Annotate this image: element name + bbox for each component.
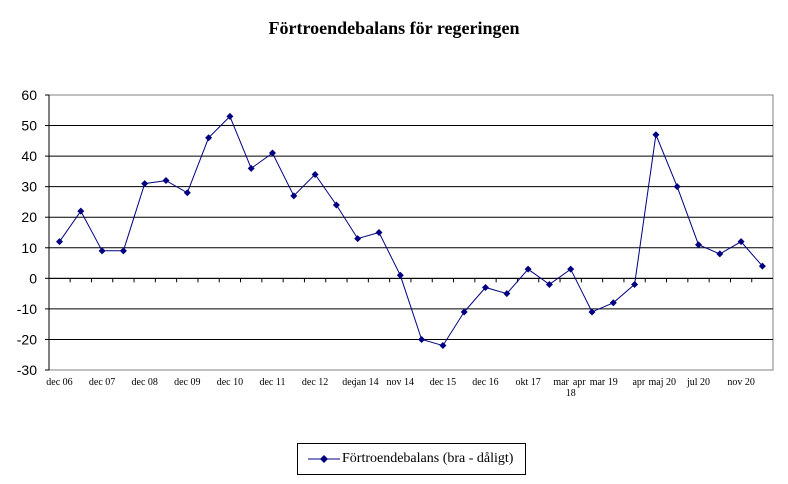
data-point — [141, 180, 149, 188]
x-tick-label: dec 09 — [174, 377, 200, 388]
data-point — [439, 342, 447, 350]
x-tick-label: dec 15 — [430, 377, 456, 388]
x-tick-label: jan 14 — [353, 377, 379, 388]
y-tick-label: -30 — [17, 362, 37, 378]
x-tick-label: apr — [632, 377, 645, 388]
y-tick-label: 0 — [29, 270, 37, 286]
data-point — [226, 112, 234, 120]
x-tick-label: dec 10 — [217, 377, 243, 388]
data-point — [737, 238, 745, 246]
data-point — [247, 164, 255, 172]
data-point — [98, 247, 106, 255]
x-tick-label: dec 07 — [89, 377, 115, 388]
data-point — [631, 280, 639, 288]
y-tick-label: 20 — [21, 209, 37, 225]
y-tick-label: 60 — [21, 87, 37, 103]
data-point — [588, 308, 596, 316]
x-tick-label: maj 20 — [649, 377, 677, 388]
data-point — [396, 271, 404, 279]
data-point — [77, 207, 85, 215]
y-tick-label: 40 — [21, 148, 37, 164]
x-tick-label: dec 16 — [472, 377, 498, 388]
x-tick-label: mar 19 — [590, 377, 618, 388]
x-tick-label: 18 — [566, 388, 576, 399]
x-tick-label: dec 12 — [302, 377, 328, 388]
x-tick-label: apr — [573, 377, 586, 388]
data-point — [503, 290, 511, 298]
data-point — [695, 241, 702, 249]
legend-marker-icon — [308, 455, 340, 463]
x-tick-label: dec 06 — [46, 377, 72, 388]
y-tick-label: 10 — [21, 240, 37, 256]
plot-area — [48, 94, 774, 371]
data-point — [652, 131, 660, 139]
data-point — [56, 238, 63, 246]
y-tick-label: -20 — [17, 331, 37, 347]
series-line — [59, 115, 763, 347]
data-point — [311, 170, 319, 178]
data-point — [183, 189, 191, 197]
data-point — [673, 183, 681, 191]
x-tick-label: okt 17 — [515, 377, 540, 388]
legend-label: Förtroendebalans (bra - dåligt) — [342, 451, 514, 466]
y-tick-label: -10 — [17, 301, 37, 317]
data-point — [545, 280, 553, 288]
legend: Förtroendebalans (bra - dåligt) — [297, 443, 526, 475]
data-point — [758, 262, 766, 270]
data-point — [482, 284, 489, 291]
x-tick-label: dec — [342, 377, 356, 388]
data-point — [375, 229, 383, 236]
data-point — [716, 250, 724, 258]
x-tick-label: dec 08 — [132, 377, 158, 388]
data-point — [332, 201, 340, 209]
x-tick-label: dec 11 — [259, 377, 285, 388]
data-point — [418, 335, 426, 343]
x-tick-label: mar — [553, 377, 569, 388]
x-tick-label: jul 20 — [686, 377, 710, 388]
data-point — [119, 247, 127, 255]
x-tick-label: nov 20 — [727, 377, 755, 388]
data-point — [205, 134, 213, 142]
data-point — [354, 235, 362, 243]
data-point — [567, 265, 575, 273]
data-point — [269, 149, 276, 157]
data-point — [460, 308, 468, 316]
x-tick-label: nov 14 — [387, 377, 415, 388]
chart-title: Förtroendebalans för regeringen — [268, 18, 520, 38]
data-point — [290, 192, 298, 200]
y-tick-label: 50 — [21, 118, 37, 134]
data-point — [162, 177, 170, 185]
data-point — [524, 265, 532, 273]
y-tick-label: 30 — [21, 179, 37, 195]
data-point — [609, 299, 617, 307]
